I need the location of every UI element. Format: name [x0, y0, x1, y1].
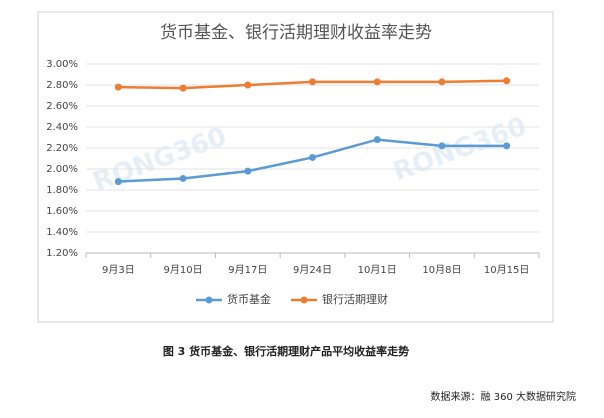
data-point [179, 174, 187, 182]
legend-marker [205, 296, 213, 304]
legend-label: 银行活期理财 [322, 292, 388, 306]
x-tick-label: 9月17日 [228, 264, 267, 276]
data-point [114, 178, 122, 186]
y-tick-label: 2.60% [46, 101, 78, 112]
data-point [373, 78, 381, 86]
x-tick-label: 9月24日 [293, 264, 332, 276]
data-point [438, 142, 446, 150]
y-tick-label: 2.80% [46, 80, 78, 91]
data-point [244, 167, 252, 175]
y-tick-label: 2.40% [46, 122, 78, 133]
data-point [373, 136, 381, 144]
source: 数据来源：融 360 大数据研究院 [431, 390, 576, 403]
data-point [438, 78, 446, 86]
data-point [179, 84, 187, 92]
legend-label: 货币基金 [227, 292, 271, 306]
y-tick-label: 2.20% [46, 143, 78, 154]
data-point [503, 142, 511, 150]
y-tick-label: 1.20% [46, 248, 78, 259]
x-tick-label: 10月1日 [358, 264, 397, 276]
y-tick-label: 2.00% [46, 164, 78, 175]
y-tick-label: 1.40% [46, 227, 78, 238]
x-tick-label: 9月10日 [164, 264, 203, 276]
data-point [244, 81, 252, 89]
x-tick-label: 10月8日 [422, 264, 461, 276]
data-point [114, 83, 122, 91]
x-tick-label: 9月3日 [102, 264, 135, 276]
chart-title: 货币基金、银行活期理财收益率走势 [160, 23, 432, 43]
data-point [309, 153, 316, 161]
legend-marker [300, 296, 308, 304]
data-point [503, 77, 511, 85]
data-point [309, 78, 316, 86]
y-tick-label: 1.80% [46, 185, 78, 196]
x-tick-label: 10月15日 [484, 264, 529, 276]
y-tick-label: 1.60% [46, 206, 78, 217]
y-tick-label: 3.00% [46, 59, 78, 70]
caption: 图 3 货币基金、银行活期理财产品平均收益率走势 [163, 344, 409, 358]
